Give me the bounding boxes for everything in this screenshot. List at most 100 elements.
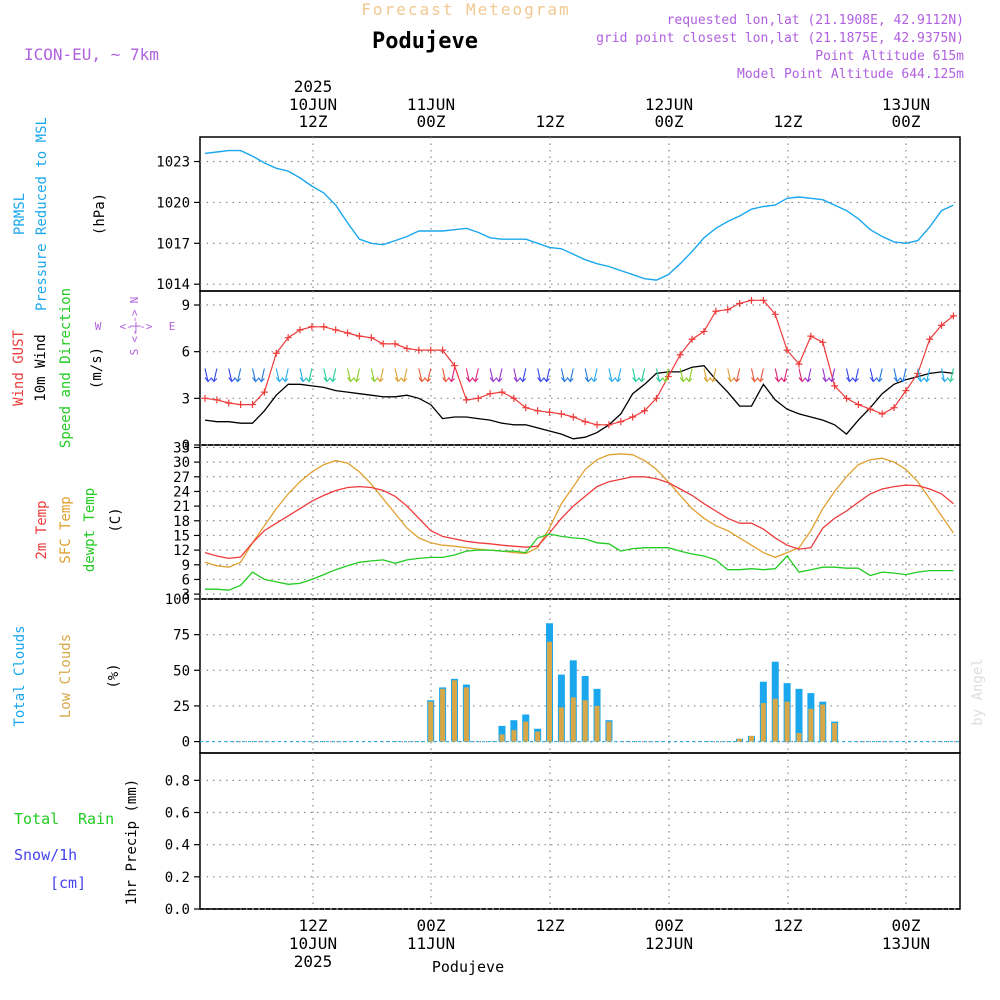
- wind-gust-point: [795, 360, 803, 368]
- precip-unit-label: 1hr Precip (mm): [124, 779, 140, 905]
- prmsl-desc-label: Pressure Reduced to MSL: [34, 117, 50, 311]
- low-clouds-bar: [808, 708, 814, 742]
- wind-gust-point: [652, 394, 660, 402]
- wind-direction-arrow: [798, 368, 806, 383]
- wind-direction-arrow: [305, 368, 313, 383]
- total-clouds-bar: [498, 725, 506, 742]
- low-clouds-bar: [523, 721, 529, 742]
- y-tick-label: 0: [182, 438, 190, 454]
- y-tick-label: 50: [173, 663, 190, 679]
- location-title: Podujeve: [372, 29, 478, 54]
- compass-horizontal: <-|->: [119, 320, 152, 333]
- y-tick-label: 6: [182, 345, 190, 361]
- top-time-label-6-l2: 13JUN: [882, 95, 930, 114]
- low-clouds-bar: [594, 705, 600, 742]
- 2m-temp-series-line: [204, 476, 954, 560]
- axis-layer: 1014101710201023036936912151821242730330…: [156, 155, 200, 918]
- marks-layer: [200, 149, 960, 910]
- wind-direction-arrow: [804, 368, 812, 383]
- wind-gust-point: [450, 362, 458, 370]
- low-clouds-bar: [606, 721, 612, 742]
- wind-labels: Wind GUST 10m Wind Speed and Direction (…: [11, 288, 175, 448]
- total-clouds-bar: [795, 688, 803, 742]
- low-clouds-bar: [451, 680, 457, 742]
- wind-10m-series-line: [204, 365, 954, 440]
- prmsl-labels: PRMSL Pressure Reduced to MSL (hPa): [12, 117, 108, 311]
- prmsl-label: PRMSL: [12, 193, 28, 235]
- wind-direction-arrow: [590, 368, 598, 383]
- wind-direction-arrow: [519, 368, 527, 383]
- point-altitude: Point Altitude 615m: [815, 49, 964, 64]
- bottom-time-label-6-l2: 13JUN: [882, 934, 930, 953]
- wind-direction-arrow: [394, 368, 402, 383]
- model-altitude: Model Point Altitude 644.125m: [737, 67, 964, 82]
- compass-vertical: <-|->: [128, 309, 141, 342]
- panel-temp-frame: [199, 444, 961, 600]
- compass-n-label: N: [128, 297, 141, 304]
- cloud-labels: Total Clouds Low Clouds (%): [12, 625, 122, 726]
- wind-gust-point: [260, 388, 268, 396]
- panel-wind-frame: [199, 290, 961, 446]
- wind-direction-arrow: [560, 368, 568, 383]
- wind-gust-point: [771, 310, 779, 318]
- wind-direction-arrow: [448, 368, 456, 383]
- wind-direction-arrow: [679, 368, 687, 383]
- wind-direction-arrow: [899, 368, 907, 383]
- temp-sfc-label: SFC Temp: [58, 496, 74, 563]
- dewpt-temp-series-line: [205, 533, 954, 591]
- wind-gust-point: [688, 335, 696, 343]
- wind-direction-arrow: [584, 368, 592, 383]
- wind-gust-point: [403, 345, 411, 353]
- compass-s-label: S: [128, 349, 141, 356]
- rain-label: Rain: [78, 810, 114, 828]
- wind-gust-point: [712, 307, 720, 315]
- wind-direction-arrow: [638, 368, 646, 383]
- wind-direction-arrow: [210, 368, 218, 383]
- wind-direction-arrow: [537, 368, 545, 383]
- y-tick-label: 9: [182, 298, 190, 314]
- low-clouds-bar: [570, 697, 576, 742]
- wind-gust-point: [498, 388, 506, 396]
- panel-precip-frame: [199, 752, 961, 910]
- wind-direction-arrow: [370, 368, 378, 383]
- wind-gust-point: [747, 296, 755, 304]
- wind-gust-point: [391, 340, 399, 348]
- low-clouds-bar: [582, 700, 588, 742]
- bottom-time-label-6-l1: 00Z: [892, 916, 921, 935]
- top-time-label-4-l2: 12JUN: [645, 95, 693, 114]
- y-tick-label: 27: [173, 470, 190, 486]
- prmsl-unit-label: (hPa): [92, 193, 108, 235]
- wind-direction-arrow: [400, 368, 408, 383]
- wind-direction-arrow: [257, 368, 265, 383]
- wind-direction-arrow: [774, 368, 782, 383]
- y-tick-label: 0.8: [165, 773, 190, 789]
- grid-point-coords: grid point closest lon,lat (21.1875E, 42…: [596, 31, 964, 46]
- low-clouds-bar: [748, 735, 754, 742]
- low-clouds-bar: [784, 701, 790, 742]
- low-clouds-bar: [737, 738, 743, 742]
- bottom-time-label-2-l1: 00Z: [417, 916, 446, 935]
- y-tick-label: 1023: [156, 155, 190, 171]
- wind-gust-point: [237, 401, 245, 409]
- y-tick-label: 3: [182, 391, 190, 407]
- wind-gust-point: [308, 323, 316, 331]
- wind-gust-point: [249, 401, 257, 409]
- sfc-temp-series-line: [204, 453, 954, 568]
- wind-direction-arrow: [869, 368, 877, 383]
- low-clouds-label: Low Clouds: [58, 634, 74, 718]
- wind-direction-arrow: [655, 368, 663, 383]
- wind-direction-arrow: [614, 368, 622, 383]
- watermark: by Angel: [970, 658, 986, 725]
- requested-coords: requested lon,lat (21.1908E, 42.9112N): [667, 13, 964, 28]
- wind-gust-point: [938, 321, 946, 329]
- low-clouds-bar: [535, 731, 541, 742]
- low-clouds-bar: [440, 688, 446, 742]
- wind-gust-point: [569, 413, 577, 421]
- bottom-time-label-1-l3: 2025: [294, 952, 333, 971]
- grid-layer: [200, 137, 960, 910]
- top-time-axis: 2025 10JUN 12Z 11JUN 00Z 12Z 12JUN 00Z 1…: [289, 77, 930, 131]
- wind-gust-point: [724, 306, 732, 314]
- bottom-time-label-4-l2: 12JUN: [645, 934, 693, 953]
- wind-direction-arrow: [923, 368, 931, 383]
- compass-w-label: W: [95, 320, 102, 333]
